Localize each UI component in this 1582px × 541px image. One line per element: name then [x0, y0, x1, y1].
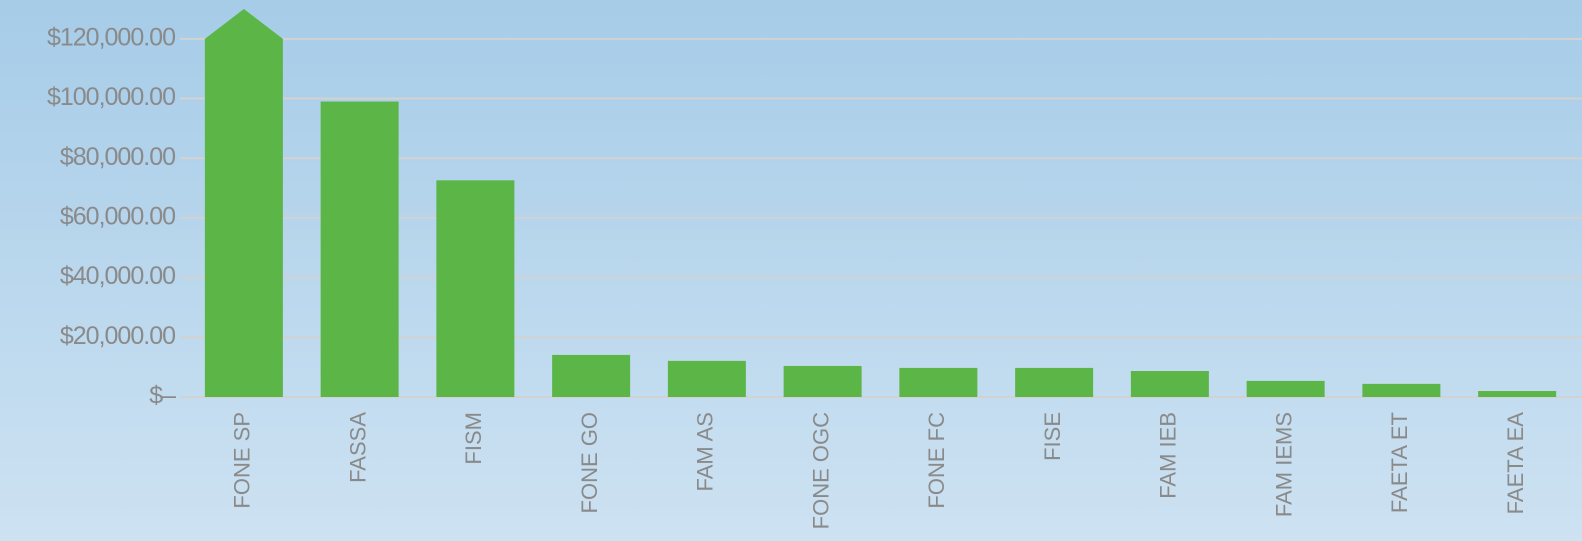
- bar: [552, 354, 631, 397]
- bar: [1362, 383, 1441, 397]
- x-tick-label: FONE SP: [230, 412, 255, 509]
- bar: [783, 365, 862, 397]
- bar: [1478, 391, 1557, 397]
- x-tick-label: FAETA ET: [1387, 412, 1412, 513]
- x-tick-label: FONE FC: [924, 412, 949, 509]
- x-tick-label: FAM IEB: [1156, 412, 1181, 499]
- bar: [899, 367, 978, 397]
- y-tick-label: $–: [149, 382, 176, 410]
- x-tick-label: FISM: [461, 412, 486, 465]
- y-tick-label: $100,000.00: [47, 83, 175, 111]
- bar: [1246, 380, 1325, 397]
- bar: [1015, 367, 1094, 397]
- x-tick-label: FAM AS: [693, 412, 718, 491]
- x-tick-label: FONE OGC: [808, 412, 833, 529]
- x-tick-label: FAM IEMS: [1271, 412, 1296, 517]
- y-tick-label: $60,000.00: [60, 203, 175, 231]
- x-tick-label: FONE GO: [577, 412, 602, 513]
- y-tick-label: $80,000.00: [60, 143, 175, 171]
- x-tick-label: FASSA: [345, 412, 370, 483]
- bar: [436, 180, 515, 397]
- x-tick-label: FAETA EA: [1503, 412, 1528, 515]
- y-tick-label: $20,000.00: [60, 322, 175, 350]
- bar: [1130, 371, 1209, 397]
- y-tick-label: $40,000.00: [60, 262, 175, 290]
- y-tick-label: $120,000.00: [47, 23, 175, 51]
- bar: [667, 360, 746, 397]
- bar: [320, 101, 399, 398]
- x-tick-label: FISE: [1040, 412, 1065, 461]
- bar: [204, 9, 283, 397]
